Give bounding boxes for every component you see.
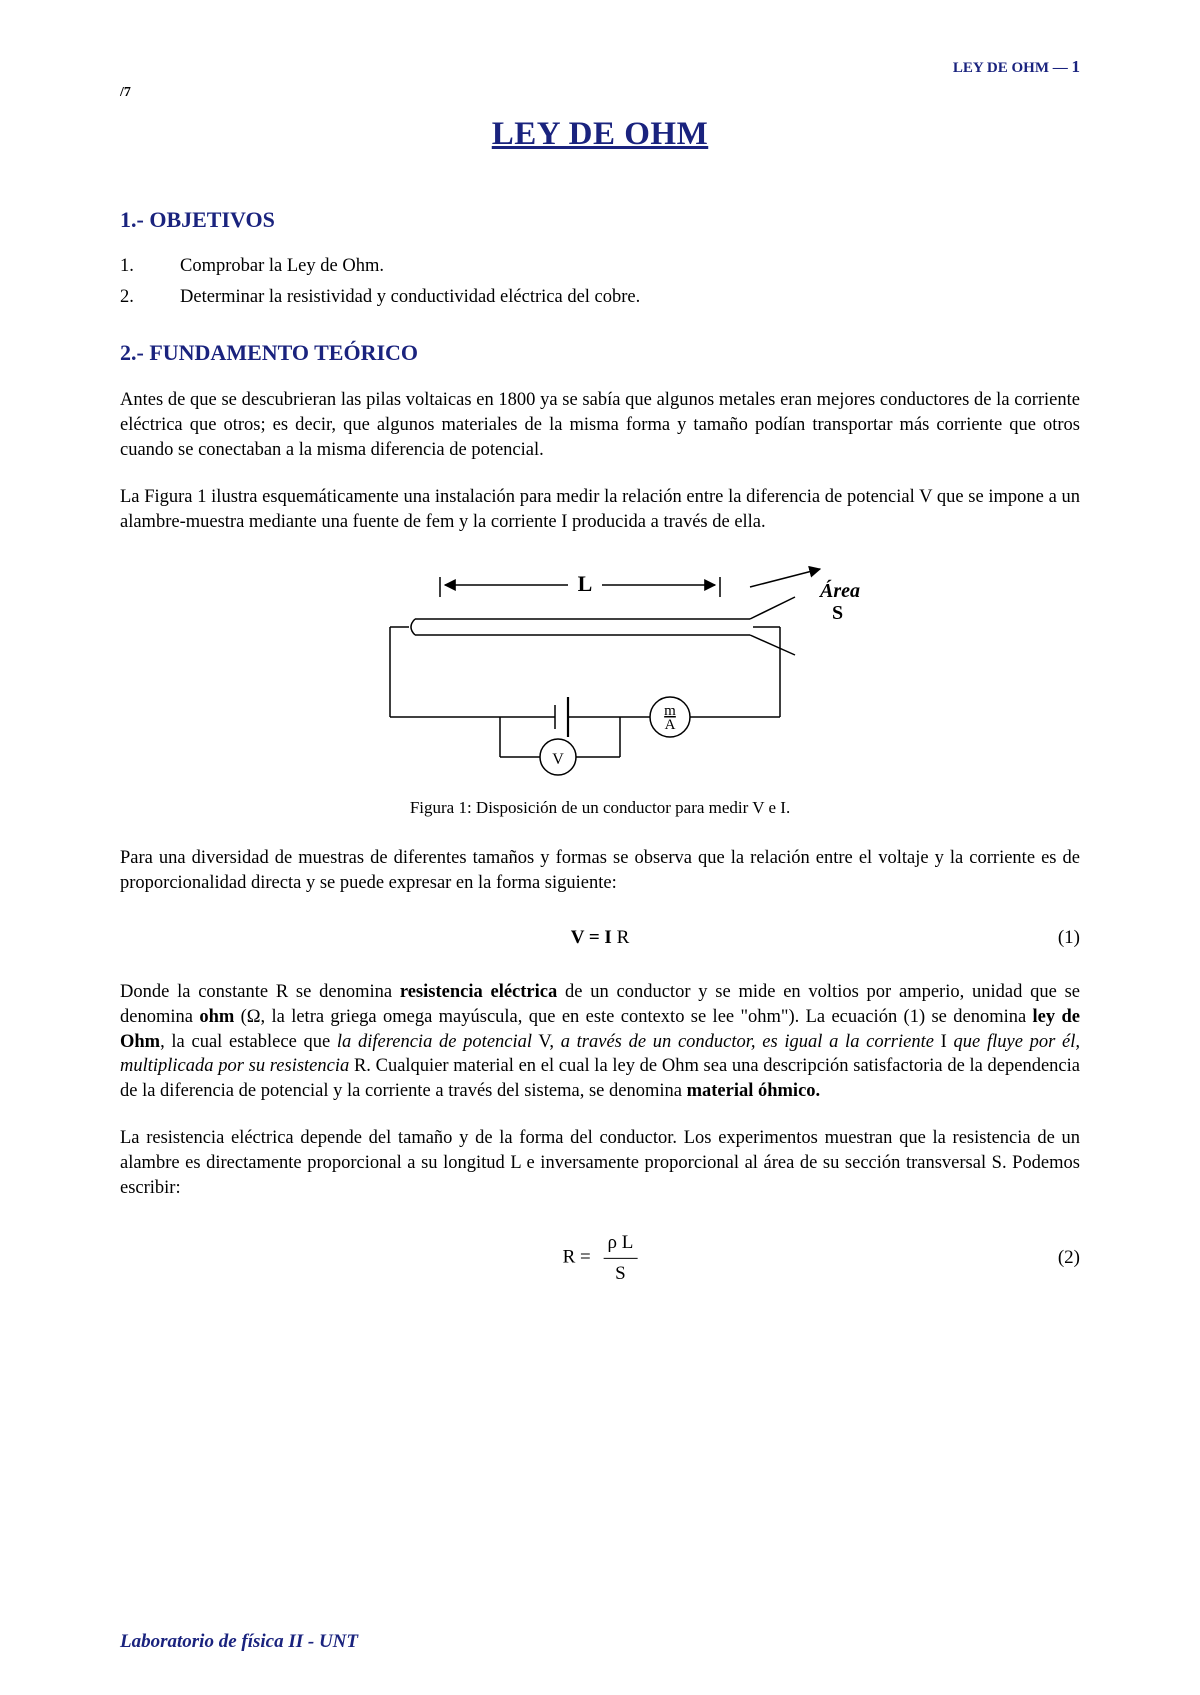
diagram-label-l: L [578,571,593,596]
diagram-label-v: V [552,751,564,768]
list-item-text: Determinar la resistividad y conductivid… [180,285,1080,310]
figure-1: L Área S m A [120,557,1080,787]
section-heading-objetivos: 1.- OBJETIVOS [120,205,1080,235]
equation-number: (1) [1058,925,1080,951]
page: LEY DE OHM — 1 /7 LEY DE OHM 1.- OBJETIV… [0,0,1200,1695]
header-left-mark: /7 [120,84,131,103]
paragraph: La resistencia eléctrica depende del tam… [120,1126,1080,1201]
document-title: LEY DE OHM [120,112,1080,157]
equation-body: R = ρ L S [563,1230,638,1286]
list-item-number: 2. [120,285,180,310]
list-item-text: Comprobar la Ley de Ohm. [180,254,1080,279]
circuit-diagram-svg: L Área S m A [320,557,880,787]
equation-number: (2) [1058,1246,1080,1272]
paragraph: Antes de que se descubrieran las pilas v… [120,388,1080,463]
paragraph: Donde la constante R se denomina resiste… [120,980,1080,1105]
objectives-list: 1. Comprobar la Ley de Ohm. 2. Determina… [120,254,1080,310]
equation-2: R = ρ L S (2) [120,1223,1080,1293]
diagram-label-area: Área [818,579,860,602]
diagram-label-s: S [832,602,843,624]
equation-body: V = I R [571,925,630,951]
equation-1: V = I R (1) [120,918,1080,958]
header-right: LEY DE OHM — 1 [953,56,1080,79]
page-number: 1 [1072,57,1081,76]
list-item: 2. Determinar la resistividad y conducti… [120,285,1080,310]
figure-caption: Figura 1: Disposición de un conductor pa… [120,797,1080,820]
diagram-label-a: A [665,717,676,733]
list-item-number: 1. [120,254,180,279]
list-item: 1. Comprobar la Ley de Ohm. [120,254,1080,279]
paragraph: La Figura 1 ilustra esquemáticamente una… [120,485,1080,535]
section-heading-fundamento: 2.- FUNDAMENTO TEÓRICO [120,338,1080,368]
paragraph: Para una diversidad de muestras de difer… [120,846,1080,896]
header-right-prefix: LEY DE OHM — [953,60,1068,76]
footer-text: Laboratorio de física II - UNT [120,1629,358,1655]
